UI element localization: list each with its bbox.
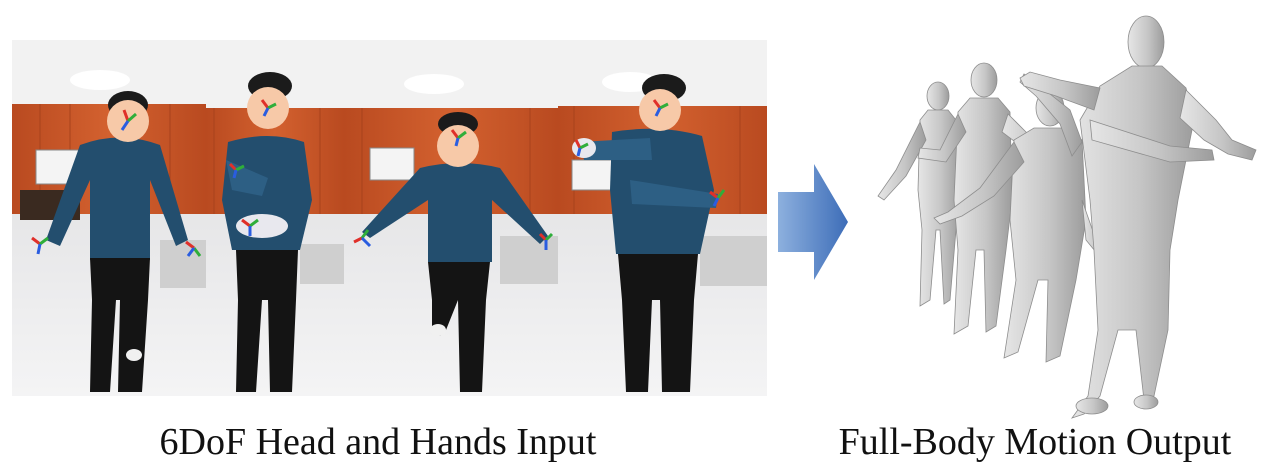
input-frame-1: [12, 40, 206, 396]
input-frame-4: [558, 40, 767, 396]
output-mesh-sequence: [877, 15, 1257, 419]
mesh-pose-4: [1019, 15, 1257, 419]
input-frame-3: [344, 40, 558, 396]
right-arrow-icon: [778, 164, 848, 280]
mesh-pose-3: [933, 73, 1111, 363]
input-caption: 6DoF Head and Hands Input: [159, 421, 597, 463]
mesh-pose-2: [917, 62, 1061, 335]
output-caption: Full-Body Motion Output: [838, 421, 1232, 463]
input-photo-strip: [12, 40, 767, 396]
input-frame-2: [206, 40, 344, 396]
